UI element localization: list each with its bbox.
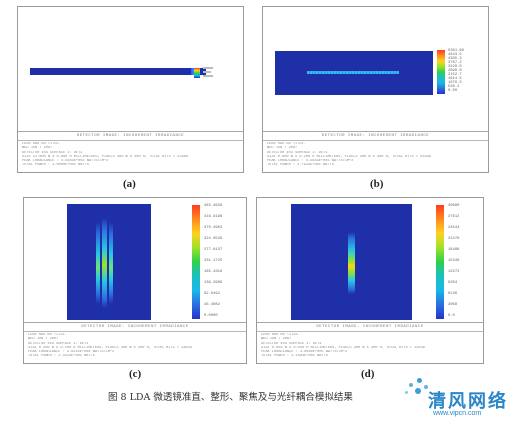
detector-title-d: DETECTOR IMAGE: INCOHERENT IRRADIANCE	[257, 323, 483, 332]
scale-labels-d: 30680 27612 24544 21476 18408 15340 1227…	[448, 204, 460, 318]
info-lines-d: LENS HAS NO TITLE. WED JUN 7 2007 DETECT…	[261, 333, 425, 359]
info-lines-a: LENS HAS NO TITLE. WED JUN 7 2007 DETECT…	[22, 142, 189, 168]
watermark-url: www.vipcn.com	[433, 410, 482, 417]
beam-field-d	[291, 204, 412, 320]
watermark-brand: 清风网络	[428, 391, 508, 412]
color-scale-b	[437, 50, 445, 94]
detector-plot-a	[18, 7, 243, 133]
info-box-c: DETECTOR IMAGE: INCOHERENT IRRADIANCE LE…	[24, 322, 246, 363]
panel-c: 463.4628 416.9196 370.4904 324.0549 277.…	[23, 197, 247, 364]
color-scale-a	[194, 68, 200, 78]
info-lines-b: LENS HAS NO TITLE. WED JUN 7 2007 DETECT…	[267, 142, 431, 168]
info-box-a: DETECTOR IMAGE: INCOHERENT IRRADIANCE LE…	[18, 131, 243, 172]
scale-labels-a	[203, 67, 233, 79]
panel-b: 5381.69 4843.5 4305.3 3767.2 3229.0 2690…	[262, 6, 489, 173]
panel-label-d: (d)	[361, 368, 375, 380]
info-lines-c: LENS HAS NO TITLE. WED JUN 7 2007 DETECT…	[28, 333, 192, 359]
figure-caption: 图 8 LDA 微透镜准直、整形、聚焦及与光纤耦合模拟结果	[108, 392, 353, 403]
info-box-d: DETECTOR IMAGE: INCOHERENT IRRADIANCE LE…	[257, 322, 483, 363]
panel-a: DETECTOR IMAGE: INCOHERENT IRRADIANCE LE…	[17, 6, 244, 173]
beam-line-c-3	[109, 222, 113, 304]
detector-plot-c: 463.4628 416.9196 370.4904 324.0549 277.…	[24, 198, 246, 324]
panel-label-a: (a)	[123, 178, 136, 190]
scale-labels-b: 5381.69 4843.5 4305.3 3767.2 3229.0 2690…	[448, 49, 464, 93]
beam-spot-d	[348, 232, 355, 294]
info-box-b: DETECTOR IMAGE: INCOHERENT IRRADIANCE LE…	[263, 131, 488, 172]
color-scale-d	[436, 205, 444, 319]
beam-field-c	[67, 204, 151, 320]
watermark-logo-icon	[405, 378, 431, 404]
panel-d: 30680 27612 24544 21476 18408 15340 1227…	[256, 197, 484, 364]
panel-label-b: (b)	[370, 178, 384, 190]
panel-label-c: (c)	[129, 368, 142, 380]
detector-title-b: DETECTOR IMAGE: INCOHERENT IRRADIANCE	[263, 132, 488, 141]
detector-plot-b: 5381.69 4843.5 4305.3 3767.2 3229.0 2690…	[263, 7, 488, 133]
beam-line-c-2	[102, 218, 107, 308]
scale-labels-c: 463.4628 416.9196 370.4904 324.0549 277.…	[204, 204, 223, 318]
detector-title-c: DETECTOR IMAGE: INCOHERENT IRRADIANCE	[24, 323, 246, 332]
beam-line-b	[307, 71, 399, 74]
beam-line-c-1	[96, 222, 100, 304]
color-scale-c	[192, 205, 200, 319]
detector-title-a: DETECTOR IMAGE: INCOHERENT IRRADIANCE	[18, 132, 243, 141]
detector-plot-d: 30680 27612 24544 21476 18408 15340 1227…	[257, 198, 483, 324]
beam-field-a	[30, 68, 206, 75]
